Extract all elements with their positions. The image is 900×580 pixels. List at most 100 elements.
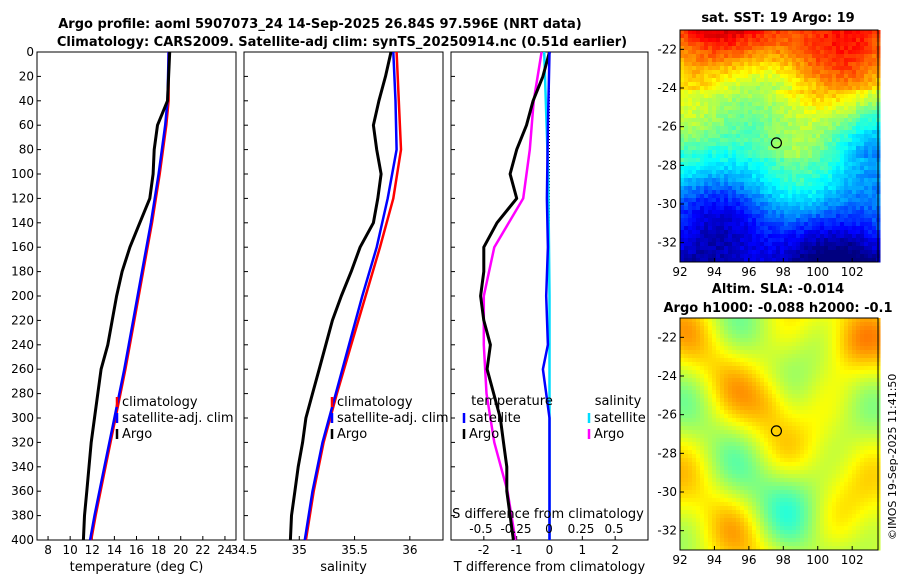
map-cell [700,402,705,407]
map-cell [700,394,705,399]
map-cell [852,58,857,63]
map-cell [824,354,829,359]
map-cell [840,362,845,367]
map-cell [744,142,749,147]
map-cell [836,254,841,259]
map-cell [716,254,721,259]
map-cell [740,146,745,151]
map-cell [728,70,733,75]
map-cell [680,418,685,423]
map-cell [796,334,801,339]
map-cell [684,386,689,391]
map-cell [788,330,793,335]
map-cell [732,66,737,71]
map-cell [836,398,841,403]
map-cell [780,82,785,87]
map-cell [772,250,777,255]
map-cell [784,386,789,391]
y-tick-label: 80 [19,143,34,157]
map-cell [760,178,765,183]
map-cell [784,230,789,235]
map-cell [840,322,845,327]
map-cell [708,414,713,419]
map-cell [808,134,813,139]
map-cell [868,110,873,115]
map-cell [792,150,797,155]
map-cell [732,186,737,191]
map-cell [704,146,709,151]
map-cell [728,450,733,455]
map-cell [748,326,753,331]
map-cell [704,398,709,403]
map-cell [764,154,769,159]
map-cell [872,46,877,51]
map-cell [832,398,837,403]
map-cell [796,214,801,219]
map-cell [832,222,837,227]
map-cell [756,118,761,123]
map-cell [712,70,717,75]
map-cell [780,386,785,391]
map-cell [712,382,717,387]
map-cell [780,210,785,215]
map-cell [780,390,785,395]
map-cell [796,258,801,263]
map-cell [716,162,721,167]
map-cell [740,38,745,43]
map-cell [688,42,693,47]
map-cell [700,442,705,447]
map-cell [836,422,841,427]
map-cell [796,70,801,75]
map-cell [804,226,809,231]
map-cell [820,254,825,259]
map-cell [768,198,773,203]
map-cell [716,410,721,415]
map-cell [832,418,837,423]
map-cell [868,258,873,263]
map-cell [680,78,685,83]
map-cell [704,446,709,451]
map-cell [812,190,817,195]
map-cell [824,246,829,251]
map-cell [684,138,689,143]
map-cell [836,362,841,367]
map-cell [840,230,845,235]
map-cell [732,462,737,467]
map-cell [872,354,877,359]
map-cell [760,130,765,135]
map-cell [692,438,697,443]
map-cell [856,214,861,219]
map-cell [872,114,877,119]
map-cell [708,210,713,215]
map-cell [744,342,749,347]
map-cell [808,54,813,59]
map-cell [844,102,849,107]
map-cell [828,50,833,55]
map-cell [708,42,713,47]
map-cell [804,134,809,139]
map-cell [716,170,721,175]
map-cell [752,194,757,199]
map-cell [852,110,857,115]
map-cell [864,350,869,355]
map-cell [752,418,757,423]
map-cell [816,162,821,167]
map-cell [768,370,773,375]
map-cell [696,362,701,367]
map-cell [752,102,757,107]
map-cell [680,82,685,87]
map-cell [720,358,725,363]
map-cell [704,334,709,339]
map-cell [812,414,817,419]
map-cell [728,134,733,139]
map-cell [852,430,857,435]
map-cell [720,462,725,467]
map-cell [772,102,777,107]
x-tick-label: 2 [611,543,619,557]
map-cell [720,98,725,103]
map-cell [872,390,877,395]
map-cell [840,442,845,447]
map-cell [864,54,869,59]
map-cell [760,326,765,331]
map-cell [740,462,745,467]
